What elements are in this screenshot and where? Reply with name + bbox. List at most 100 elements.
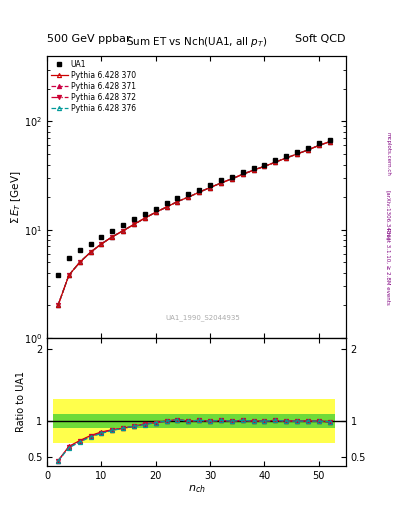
Pythia 6.428 376 — [316, 142, 321, 148]
Pythia 6.428 376 — [230, 176, 234, 182]
X-axis label: $n_{ch}$: $n_{ch}$ — [187, 483, 206, 495]
UA1 — [88, 242, 93, 248]
Pythia 6.428 376 — [197, 189, 202, 195]
Pythia 6.428 376 — [153, 209, 158, 216]
UA1 — [251, 165, 256, 172]
Pythia 6.428 372 — [186, 194, 191, 200]
UA1 — [327, 137, 332, 143]
Pythia 6.428 372 — [305, 147, 310, 153]
Text: Sum ET vs Nch(UA1, all $p_T$): Sum ET vs Nch(UA1, all $p_T$) — [126, 35, 267, 49]
UA1 — [316, 140, 321, 146]
Pythia 6.428 372 — [99, 241, 104, 247]
Pythia 6.428 370 — [164, 204, 169, 210]
Pythia 6.428 370 — [240, 171, 245, 177]
Pythia 6.428 371 — [143, 215, 147, 221]
Bar — [74, 414, 85, 429]
Bar — [161, 414, 172, 429]
Pythia 6.428 372 — [230, 176, 234, 182]
Bar — [74, 399, 85, 443]
Bar — [129, 399, 140, 443]
Bar — [96, 414, 107, 429]
Pythia 6.428 370 — [153, 209, 158, 216]
Pythia 6.428 371 — [219, 180, 223, 186]
Pythia 6.428 372 — [262, 163, 267, 169]
Bar — [172, 399, 183, 443]
Pythia 6.428 376 — [175, 199, 180, 205]
UA1 — [153, 206, 158, 212]
Pythia 6.428 371 — [99, 241, 104, 247]
Pythia 6.428 371 — [284, 155, 288, 161]
Pythia 6.428 370 — [295, 151, 299, 157]
Pythia 6.428 372 — [121, 227, 125, 233]
Bar — [313, 414, 324, 429]
Pythia 6.428 376 — [66, 272, 71, 278]
Bar — [259, 399, 270, 443]
Pythia 6.428 370 — [219, 180, 223, 186]
Line: Pythia 6.428 376: Pythia 6.428 376 — [56, 140, 332, 307]
Pythia 6.428 376 — [77, 259, 82, 265]
Pythia 6.428 370 — [197, 189, 202, 195]
Bar — [324, 414, 335, 429]
UA1 — [175, 195, 180, 201]
Pythia 6.428 371 — [77, 259, 82, 265]
Pythia 6.428 370 — [316, 142, 321, 148]
Pythia 6.428 372 — [327, 139, 332, 145]
UA1 — [273, 157, 277, 163]
UA1 — [197, 186, 202, 193]
Pythia 6.428 371 — [56, 302, 61, 308]
Pythia 6.428 371 — [295, 151, 299, 157]
Bar — [85, 414, 96, 429]
Pythia 6.428 376 — [219, 180, 223, 186]
Pythia 6.428 371 — [327, 139, 332, 145]
Bar — [194, 399, 205, 443]
Pythia 6.428 372 — [110, 233, 115, 240]
Bar — [292, 399, 302, 443]
Legend: UA1, Pythia 6.428 370, Pythia 6.428 371, Pythia 6.428 372, Pythia 6.428 376: UA1, Pythia 6.428 370, Pythia 6.428 371,… — [50, 58, 138, 114]
Pythia 6.428 376 — [295, 151, 299, 157]
Pythia 6.428 371 — [153, 209, 158, 216]
UA1 — [208, 182, 213, 188]
Bar — [237, 414, 248, 429]
Pythia 6.428 370 — [77, 259, 82, 265]
Pythia 6.428 370 — [273, 159, 277, 165]
Pythia 6.428 376 — [56, 302, 61, 308]
Bar — [237, 399, 248, 443]
Bar — [151, 399, 161, 443]
Bar — [302, 414, 313, 429]
UA1 — [110, 228, 115, 234]
Pythia 6.428 371 — [110, 233, 115, 240]
Pythia 6.428 371 — [186, 194, 191, 200]
Pythia 6.428 372 — [219, 180, 223, 186]
Bar — [226, 399, 237, 443]
Bar — [324, 399, 335, 443]
Bar — [63, 414, 74, 429]
Bar — [140, 414, 151, 429]
Bar — [281, 414, 292, 429]
Pythia 6.428 372 — [208, 184, 213, 190]
Pythia 6.428 371 — [262, 163, 267, 169]
Bar — [215, 414, 226, 429]
Pythia 6.428 370 — [121, 227, 125, 233]
Bar — [151, 414, 161, 429]
Pythia 6.428 372 — [153, 209, 158, 216]
Pythia 6.428 371 — [230, 176, 234, 182]
Pythia 6.428 376 — [251, 167, 256, 173]
Pythia 6.428 376 — [284, 155, 288, 161]
Pythia 6.428 370 — [305, 147, 310, 153]
Bar — [313, 399, 324, 443]
Pythia 6.428 371 — [66, 272, 71, 278]
Pythia 6.428 372 — [175, 199, 180, 205]
Pythia 6.428 371 — [251, 167, 256, 173]
Line: Pythia 6.428 370: Pythia 6.428 370 — [56, 140, 332, 307]
Bar — [270, 414, 281, 429]
UA1 — [164, 200, 169, 206]
Pythia 6.428 376 — [143, 215, 147, 221]
UA1 — [230, 174, 234, 180]
Bar — [118, 399, 129, 443]
UA1 — [121, 222, 125, 228]
Pythia 6.428 370 — [56, 302, 61, 308]
UA1 — [284, 153, 288, 159]
UA1 — [186, 190, 191, 197]
Bar — [140, 399, 151, 443]
Pythia 6.428 370 — [175, 199, 180, 205]
